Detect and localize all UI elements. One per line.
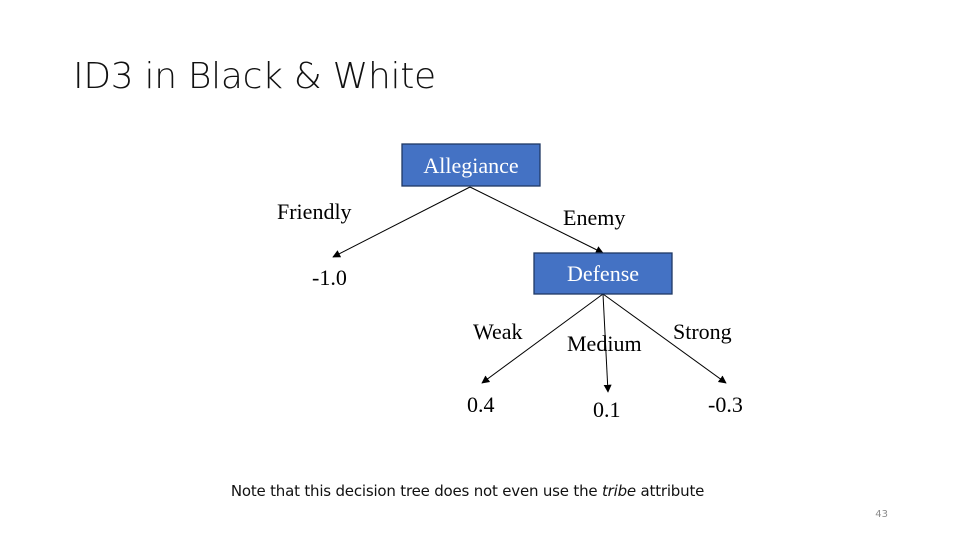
edge-strong [602,293,727,384]
slide-note: Note that this decision tree does not ev… [0,482,935,500]
edge-label-enemy: Enemy [563,205,625,230]
edge-label-friendly: Friendly [277,199,352,224]
page-number: 43 [875,509,888,520]
leaf-strong-value: -0.3 [708,392,743,417]
note-text-suffix: attribute [635,482,705,500]
node-defense: Defense [533,252,673,295]
edge-enemy [469,186,604,254]
node-allegiance: Allegiance [401,143,541,187]
leaf-friendly-value: -1.0 [312,265,347,290]
edge-friendly [332,186,471,258]
edge-weak [481,293,604,384]
leaf-medium-value: 0.1 [593,397,621,422]
node-allegiance-label: Allegiance [423,153,518,178]
note-text-prefix: Note that this decision tree does not ev… [230,482,602,500]
note-emphasis: tribe [601,482,636,500]
edge-label-strong: Strong [673,319,732,344]
edge-label-weak: Weak [473,319,523,344]
slide-title: ID3 in Black & White [73,56,436,97]
node-defense-label: Defense [567,261,639,286]
node-defense-box [533,252,673,295]
node-allegiance-box [401,143,541,187]
leaf-weak-value: 0.4 [467,392,495,417]
edge-label-medium: Medium [567,331,642,356]
edge-medium [602,293,612,393]
